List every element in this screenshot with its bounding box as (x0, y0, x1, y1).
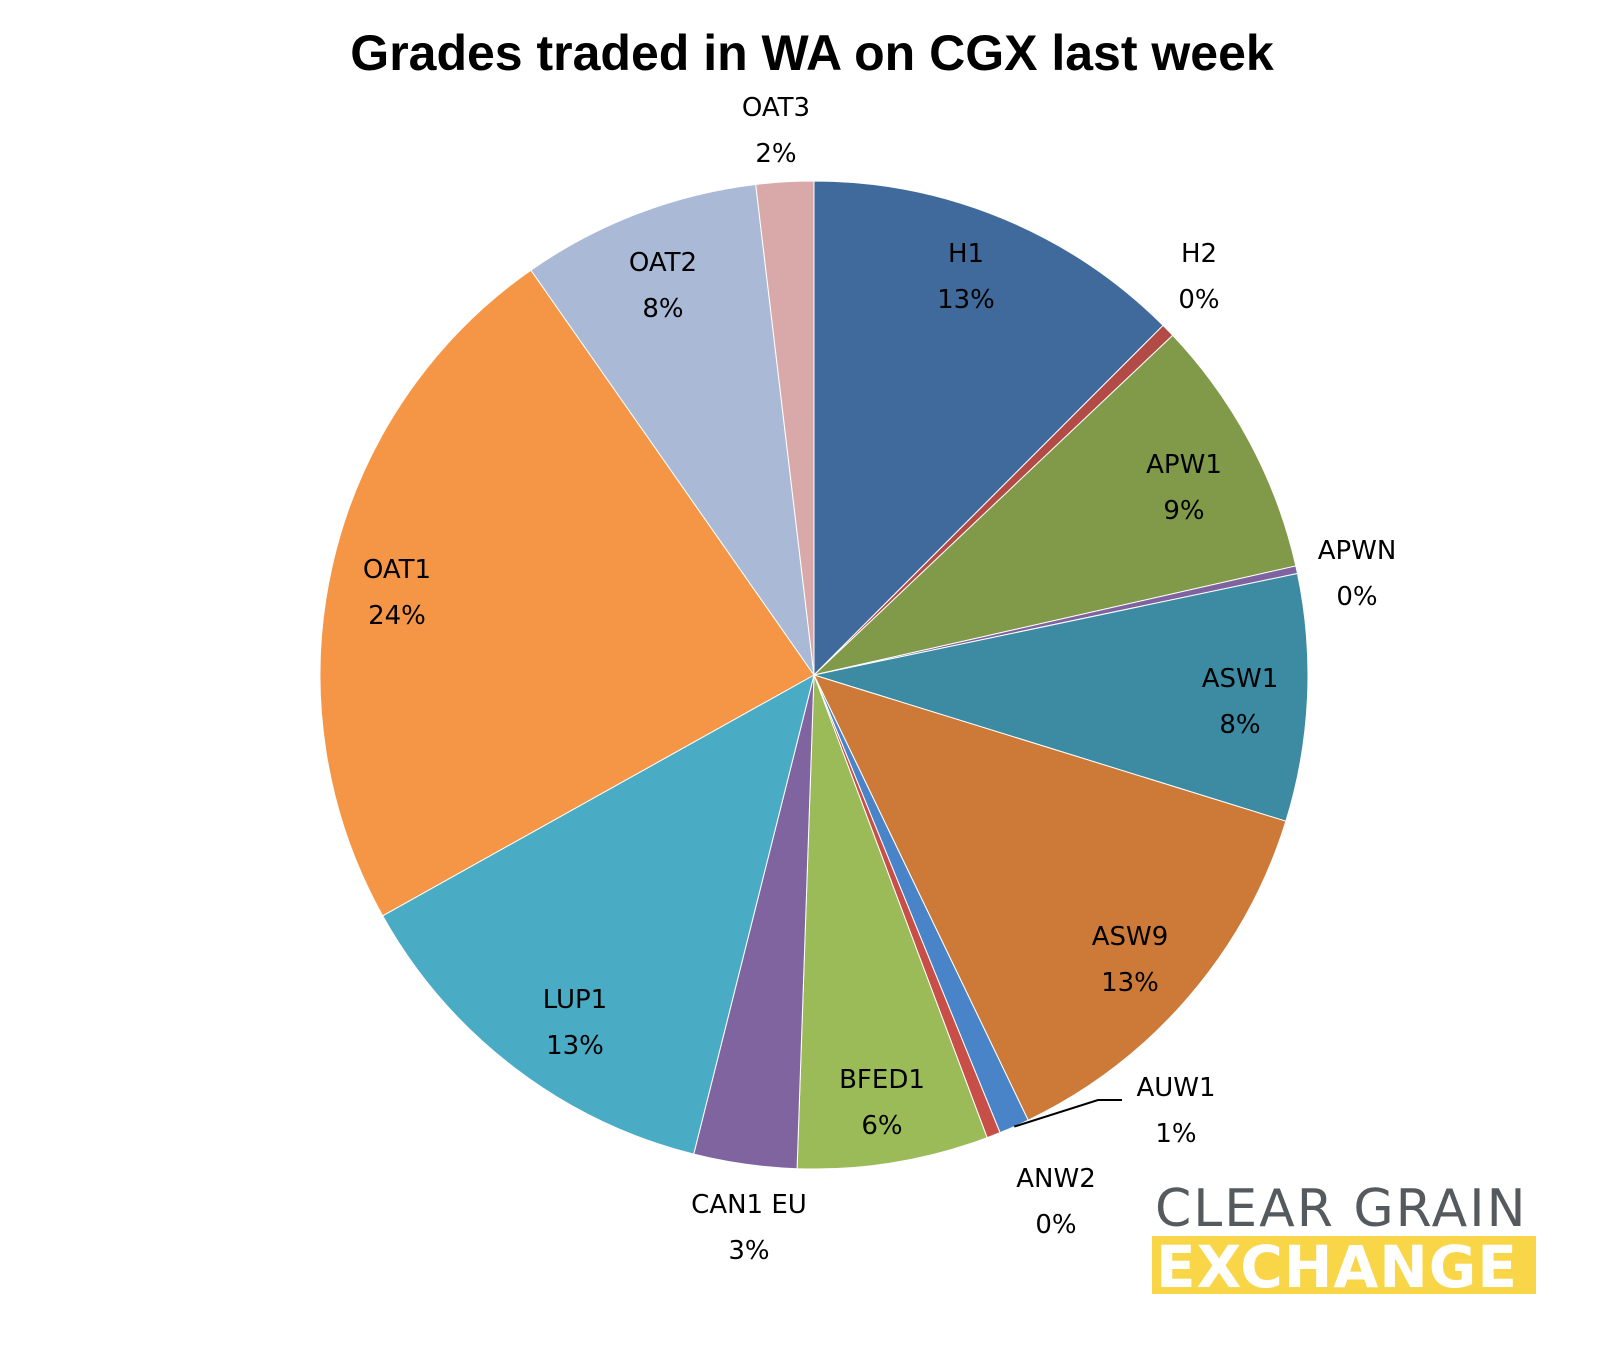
slice-label-name: APW1 (1146, 450, 1222, 480)
slice-label-percent: 6% (861, 1111, 902, 1141)
pie-slice-asw9 (813, 674, 1287, 1121)
slice-labels: H1 13% H2 0% APW1 9% APWN 0% ASW1 8% ASW9 13% AUW1 1%… (363, 93, 1396, 1266)
slice-label-name: OAT2 (629, 248, 697, 278)
slice-label-percent: 13% (1101, 968, 1159, 998)
slice-label-name: APWN (1318, 536, 1397, 566)
slice-label-name: AUW1 (1136, 1073, 1215, 1103)
logo-line-2: EXCHANGE (1156, 1233, 1518, 1301)
slice-label-name: CAN1 EU (691, 1190, 807, 1220)
pie-slice-oat1 (319, 269, 815, 917)
pie-slice-bfed1 (796, 674, 988, 1170)
slice-label-name: LUP1 (543, 985, 607, 1015)
slice-label-percent: 13% (937, 285, 995, 315)
slice-label-name: ANW2 (1016, 1164, 1096, 1194)
pie-slices (319, 180, 1309, 1170)
pie-slice-lup1 (381, 673, 815, 1155)
pie-slice-asw1 (812, 572, 1309, 822)
slice-label-percent: 3% (728, 1236, 769, 1266)
slice-label-name: ASW9 (1092, 922, 1169, 952)
pie-slice-apw1 (812, 334, 1297, 676)
slice-label-name: ASW1 (1202, 664, 1279, 694)
slice-label-percent: 0% (1035, 1210, 1076, 1240)
slice-label-percent: 2% (755, 139, 796, 169)
slice-label-percent: 8% (1219, 710, 1260, 740)
slice-label-name: H2 (1181, 239, 1217, 269)
label-leader-lines (1013, 1099, 1122, 1128)
logo-line-1: CLEAR GRAIN (1155, 1179, 1528, 1239)
slice-label-name: H1 (948, 239, 984, 269)
chart-title: Grades traded in WA on CGX last week (350, 25, 1274, 81)
logo-band (1152, 1236, 1536, 1294)
slice-label-percent: 24% (368, 601, 426, 631)
slice-label-name: OAT1 (363, 555, 431, 585)
slice-label-percent: 0% (1178, 285, 1219, 315)
slice-label-percent: 1% (1155, 1119, 1196, 1149)
slice-label-name: OAT3 (742, 93, 810, 123)
slice-label-percent: 8% (642, 294, 683, 324)
slice-label-percent: 0% (1336, 582, 1377, 612)
slice-label-percent: 9% (1163, 496, 1204, 526)
pie-slice-oat3 (755, 180, 815, 676)
slice-label-name: BFED1 (839, 1065, 925, 1095)
clear-grain-exchange-logo: CLEAR GRAIN EXCHANGE (1152, 1179, 1536, 1301)
leader-line-auw1 (1013, 1099, 1122, 1128)
pie-slice-oat2 (530, 183, 815, 676)
slice-label-percent: 13% (546, 1031, 604, 1061)
pie-slice-h1 (813, 180, 1164, 677)
